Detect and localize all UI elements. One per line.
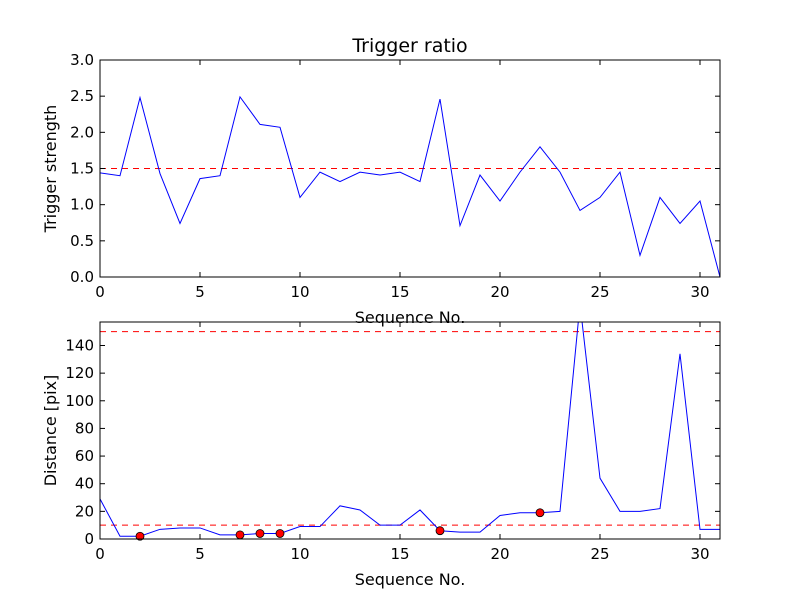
y-tick-label: 3.0 (70, 51, 94, 69)
marker-point (255, 529, 265, 538)
x-tick-label: 25 (590, 545, 609, 563)
y-tick-label: 0 (84, 530, 94, 548)
axes-frame (99, 321, 721, 540)
y-axis-label: Trigger strength (41, 105, 60, 234)
x-tick-label: 15 (390, 283, 409, 301)
bottom-panel-distance: 0 5 10 15 20 25 30 0 20 40 60 80 100 120 140 Sequence N… (41, 321, 721, 589)
series-line (100, 322, 720, 537)
y-tick-label: 140 (65, 336, 94, 354)
x-axis-label: Sequence No. (355, 570, 466, 589)
plot-area (100, 322, 720, 537)
top-panel-trigger-ratio: 0 5 10 15 20 25 30 0.0 0.5 1.0 1.5 2.0 2.5 3.0 Sequenc… (41, 35, 721, 327)
x-tick-label: 20 (490, 545, 509, 563)
x-tick-label: 25 (590, 283, 609, 301)
x-tick-label: 20 (490, 283, 509, 301)
marker-point (135, 531, 145, 541)
x-tick-label: 0 (95, 283, 105, 301)
series-line (100, 95, 720, 277)
x-tick-label: 10 (290, 283, 309, 301)
marker-point (275, 529, 285, 538)
y-tick-label: 80 (75, 419, 94, 437)
x-tick-label: 30 (690, 283, 709, 301)
y-tick-label: 0.0 (70, 268, 94, 286)
y-tick-label: 0.5 (70, 232, 94, 250)
y-tick-label: 120 (65, 364, 94, 382)
y-tick-label: 40 (75, 475, 94, 493)
y-tick-label: 100 (65, 392, 94, 410)
marker-point (235, 530, 245, 540)
y-tick-label: 2.0 (70, 123, 94, 141)
y-tick-label: 2.5 (70, 87, 94, 105)
x-tick-label: 10 (290, 545, 309, 563)
y-axis-label: Distance [pix] (41, 375, 60, 487)
x-tick-label: 5 (195, 283, 205, 301)
chart-title: Trigger ratio (351, 35, 467, 57)
plot-area (100, 95, 720, 277)
x-tick-label: 15 (390, 545, 409, 563)
y-tick-label: 60 (75, 447, 94, 465)
x-axis-label: Sequence No. (355, 308, 466, 327)
y-tick-label: 20 (75, 502, 94, 520)
y-tick-label: 1.0 (70, 196, 94, 214)
marker-point (535, 508, 545, 518)
marker-point (435, 526, 445, 536)
y-tick-label: 1.5 (70, 160, 94, 178)
x-tick-label: 30 (690, 545, 709, 563)
x-tick-label: 5 (195, 545, 205, 563)
x-tick-label: 0 (95, 545, 105, 563)
